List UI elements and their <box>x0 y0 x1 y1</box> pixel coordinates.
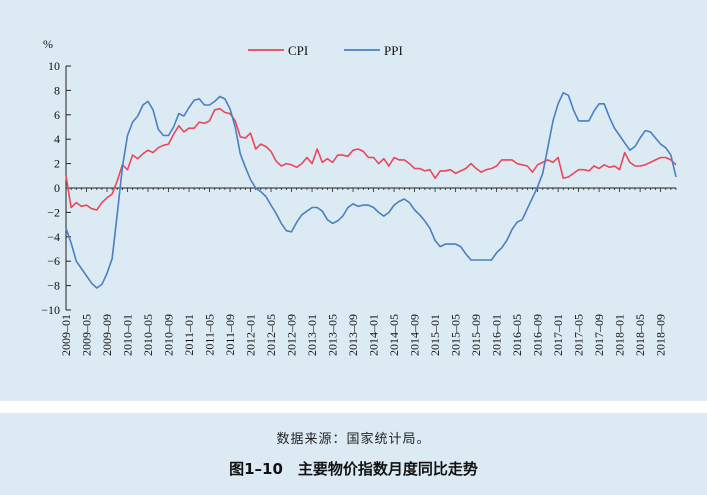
y-tick-label: 8 <box>54 83 60 97</box>
x-tick-label: 2014–01 <box>367 314 381 356</box>
x-tick-label: 2015–01 <box>428 314 442 356</box>
x-tick-label: 2011–09 <box>223 314 237 356</box>
x-tick-label: 2013–05 <box>326 314 340 356</box>
x-tick-label: 2017–01 <box>551 314 565 356</box>
x-tick-label: 2016–01 <box>490 314 504 356</box>
caption-panel <box>0 413 707 495</box>
y-tick-label: 10 <box>48 59 60 73</box>
y-tick-label: 6 <box>54 108 60 122</box>
x-tick-label: 2018–09 <box>654 314 668 356</box>
x-tick-label: 2009–09 <box>100 314 114 356</box>
series-line-ppi <box>65 92 677 289</box>
y-unit-label: % <box>43 37 53 51</box>
figure-title: 图1–10 主要物价指数月度同比走势 <box>229 460 478 478</box>
divider <box>0 401 707 413</box>
x-tick-label: 2011–05 <box>203 314 217 356</box>
y-tick-label: −6 <box>47 254 60 268</box>
y-tick-label: −10 <box>41 303 60 317</box>
legend-label-cpi: CPI <box>288 43 308 58</box>
x-tick-label: 2009–05 <box>80 314 94 356</box>
x-tick-label: 2009–01 <box>59 314 73 356</box>
x-tick-label: 2018–01 <box>613 314 627 356</box>
y-tick-label: 2 <box>54 157 60 171</box>
x-tick-label: 2010–05 <box>141 314 155 356</box>
y-tick-label: −2 <box>47 205 60 219</box>
x-tick-label: 2016–09 <box>531 314 545 356</box>
x-tick-label: 2017–05 <box>572 314 586 356</box>
data-source-note: 数据来源：国家统计局。 <box>276 432 431 447</box>
chart-panel <box>0 0 707 400</box>
x-tick-label: 2014–09 <box>408 314 422 356</box>
x-tick-label: 2018–05 <box>633 314 647 356</box>
x-tick-label: 2015–05 <box>449 314 463 356</box>
y-tick-label: −4 <box>47 230 60 244</box>
x-tick-label: 2012–01 <box>244 314 258 356</box>
x-tick-label: 2012–05 <box>264 314 278 356</box>
x-tick-label: 2013–01 <box>305 314 319 356</box>
y-tick-label: −8 <box>47 279 60 293</box>
x-tick-label: 2012–09 <box>285 314 299 356</box>
legend-label-ppi: PPI <box>384 43 403 58</box>
x-tick-label: 2013–09 <box>346 314 360 356</box>
y-tick-label: 0 <box>54 181 60 195</box>
x-tick-label: 2016–05 <box>510 314 524 356</box>
x-tick-label: 2014–05 <box>387 314 401 356</box>
x-tick-label: 2010–09 <box>162 314 176 356</box>
x-tick-label: 2010–01 <box>121 314 135 356</box>
x-tick-label: 2015–09 <box>469 314 483 356</box>
series-line-cpi <box>65 107 677 211</box>
x-tick-label: 2017–09 <box>592 314 606 356</box>
y-tick-label: 4 <box>54 132 60 146</box>
x-tick-label: 2011–01 <box>182 314 196 356</box>
